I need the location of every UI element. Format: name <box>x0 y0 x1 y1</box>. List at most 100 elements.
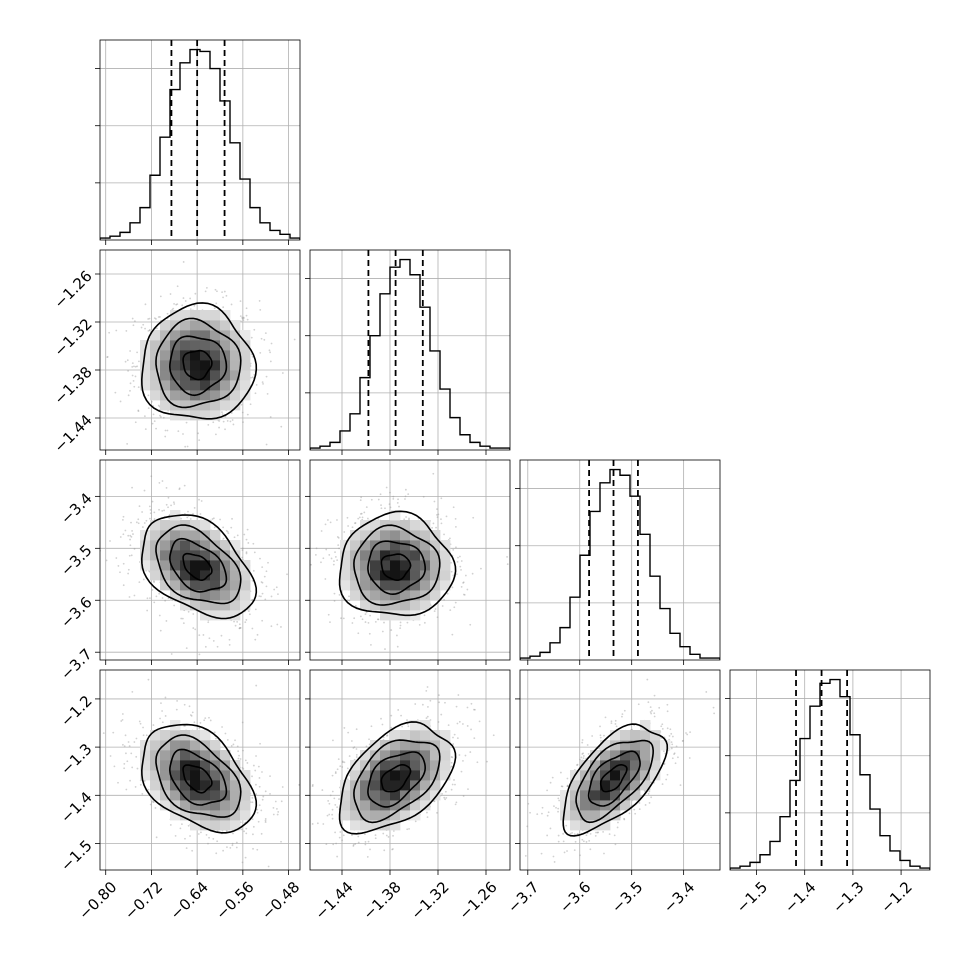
scatter-point <box>705 691 708 693</box>
scatter-point <box>301 848 303 850</box>
scatter-point <box>444 701 446 704</box>
density-cell <box>200 800 211 811</box>
scatter-point <box>266 392 269 395</box>
scatter-point <box>264 332 267 334</box>
scatter-point <box>454 803 457 806</box>
contours <box>140 514 258 620</box>
density-cell <box>360 540 371 551</box>
scatter-point <box>185 647 188 650</box>
scatter-point <box>385 834 388 837</box>
scatter-point <box>673 753 675 756</box>
scatter-point <box>184 837 186 840</box>
scatter-point <box>397 709 400 711</box>
scatter-point <box>245 619 248 621</box>
density-cell <box>170 760 181 771</box>
density-cell <box>160 780 171 791</box>
density-cell <box>240 770 251 781</box>
scatter-point <box>129 382 132 385</box>
density-cell <box>180 750 191 761</box>
density-cell <box>220 750 231 761</box>
density-cell <box>430 540 441 551</box>
density-cell <box>150 750 161 761</box>
scatter-point <box>581 741 584 744</box>
density-cell <box>240 590 251 601</box>
scatter-point <box>119 400 122 403</box>
scatter-point <box>218 420 221 422</box>
scatter-point <box>132 379 135 382</box>
scatter-point <box>216 290 218 293</box>
scatter-point <box>256 633 259 636</box>
scatter-point <box>178 487 181 490</box>
scatter-point <box>454 525 457 528</box>
scatter-point <box>638 802 641 804</box>
scatter-point <box>355 756 358 758</box>
scatter-point <box>334 771 337 773</box>
density-cell <box>380 800 391 811</box>
scatter-point <box>466 588 469 591</box>
scatter-point <box>336 806 339 809</box>
density-cell <box>190 340 201 351</box>
density-cell <box>140 370 151 381</box>
scatter-point <box>122 562 125 565</box>
contour-3 <box>353 739 441 824</box>
panel-content <box>520 460 720 660</box>
scatter-point <box>214 288 217 291</box>
scatter-point <box>127 572 130 575</box>
scatter-point <box>351 526 354 529</box>
density-cell <box>440 740 451 751</box>
density-cell <box>220 820 231 831</box>
scatter-point <box>187 510 189 513</box>
scatter-point <box>351 622 354 624</box>
scatter-point <box>440 518 442 521</box>
scatter-point <box>192 627 195 629</box>
scatter-point <box>251 775 253 778</box>
scatter-point <box>679 784 682 787</box>
density-cell <box>230 540 241 551</box>
scatter-point <box>361 516 364 519</box>
contour-2 <box>168 335 228 397</box>
scatter-point <box>453 733 456 736</box>
density-cell <box>230 590 241 601</box>
scatter-point <box>663 763 666 765</box>
scatter-point <box>264 790 267 793</box>
density-cell <box>140 760 151 771</box>
scatter-point <box>341 839 344 842</box>
density-cell <box>660 740 671 751</box>
density-cell <box>390 760 401 771</box>
scatter-point <box>623 817 626 820</box>
density-cell <box>180 310 191 321</box>
panel-content <box>301 670 510 870</box>
density-cell <box>170 550 181 561</box>
scatter-point <box>262 382 264 385</box>
scatter-point <box>245 538 248 541</box>
scatter-point <box>139 722 142 725</box>
scatter-point <box>391 848 394 851</box>
scatter-point <box>327 800 330 802</box>
density-cell <box>390 540 401 551</box>
density-cell <box>440 760 451 771</box>
scatter-point <box>674 762 677 765</box>
scatter-point <box>599 725 601 728</box>
scatter-point <box>167 506 169 509</box>
scatter-point <box>154 807 157 809</box>
panel-3-1 <box>301 669 511 875</box>
scatter-point <box>187 610 190 613</box>
density-cell <box>160 400 171 411</box>
scatter-point <box>339 765 342 768</box>
scatter-point <box>546 789 549 792</box>
density-cell <box>240 340 251 351</box>
density-cell <box>190 560 201 571</box>
scatter-point <box>390 714 393 717</box>
density-cell <box>600 780 611 791</box>
density-cell <box>440 570 451 581</box>
scatter-point <box>281 372 284 374</box>
scatter-point <box>286 573 288 576</box>
density-cell <box>210 350 221 361</box>
scatter-point <box>582 757 585 760</box>
scatter-point <box>432 522 435 525</box>
scatter-point <box>262 795 265 798</box>
scatter-point <box>304 818 306 820</box>
scatter-point <box>255 684 258 687</box>
density-cell <box>220 570 231 581</box>
panel-3-0 <box>95 669 301 875</box>
